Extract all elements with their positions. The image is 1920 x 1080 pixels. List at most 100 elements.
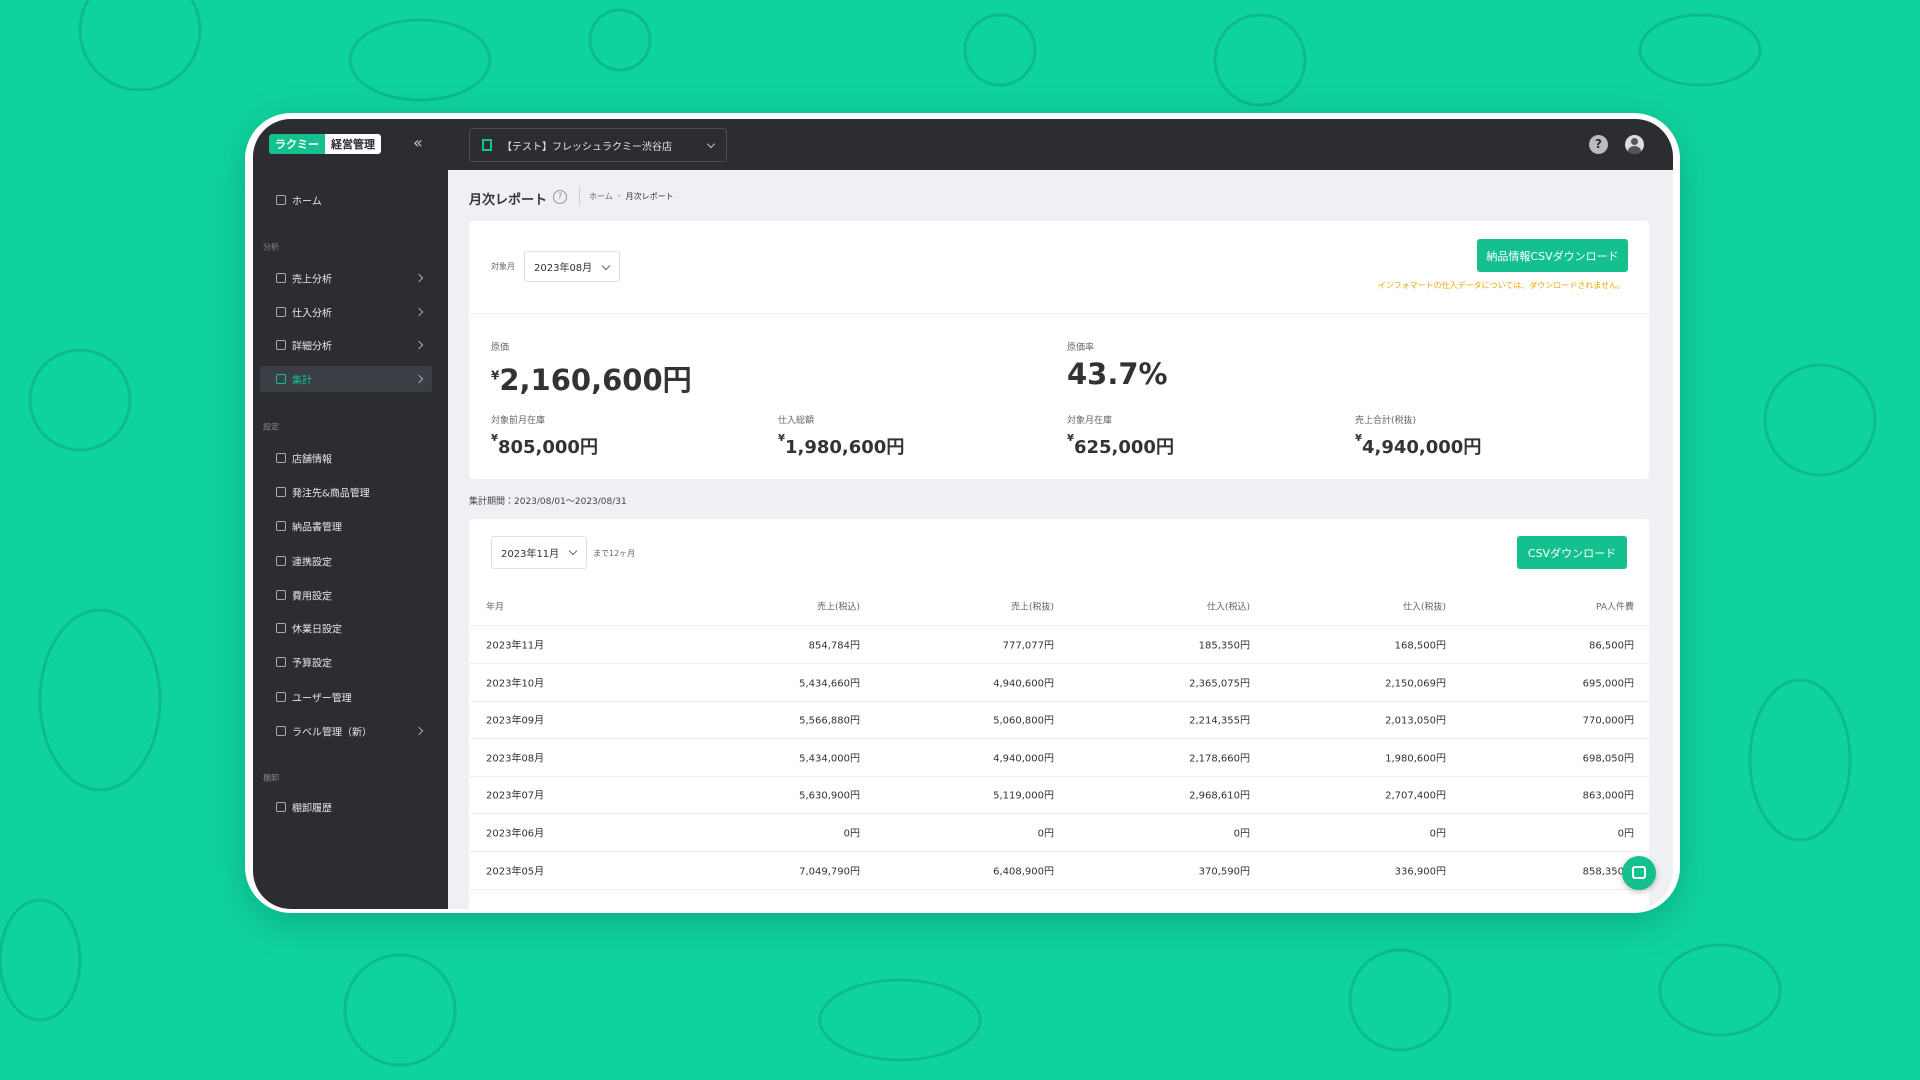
menu-item[interactable]: ラベル管理（新） — [292, 727, 372, 739]
menu-item[interactable]: ユーザー管理 — [292, 693, 352, 705]
user-icon[interactable] — [1625, 135, 1644, 154]
menu-item[interactable]: ホーム — [292, 196, 322, 208]
menu-item[interactable]: 費用設定 — [292, 591, 332, 603]
menu-item[interactable]: 詳細分析 — [292, 341, 332, 353]
help-icon[interactable]: ? — [1589, 135, 1608, 154]
month-select[interactable]: 2023年11月 — [491, 536, 587, 569]
table-cell: 2023年07月 — [486, 790, 545, 802]
currency: ¥ — [491, 433, 498, 444]
menu-icon — [276, 487, 286, 497]
menu-icon — [276, 195, 286, 205]
currency: ¥ — [1067, 433, 1074, 444]
menu-icon — [276, 556, 286, 566]
metric-amount: 4,940,000円 — [1361, 437, 1482, 458]
menu-icon — [276, 453, 286, 463]
cost: 2,160,600円 — [499, 363, 692, 397]
menu-icon — [276, 590, 286, 600]
metric-amount: 625,000円 — [1073, 437, 1174, 458]
chat-button[interactable] — [1622, 856, 1656, 890]
menu-item[interactable]: 連携設定 — [292, 557, 332, 569]
metric-value: ¥1,980,600円 — [778, 433, 904, 459]
table-cell: 698,050円 — [1582, 753, 1634, 765]
store-icon — [482, 139, 492, 151]
metric-label: 対象月在庫 — [1067, 416, 1113, 426]
breadcrumb-item: 月次レポート — [625, 192, 674, 201]
divider — [469, 701, 1649, 702]
csv-button[interactable]: CSVダウンロード — [1517, 536, 1627, 569]
table-cell: 2,365,075円 — [1189, 678, 1250, 690]
divider — [469, 663, 1649, 664]
table-cell: 5,434,660円 — [799, 678, 860, 690]
active-highlight — [260, 366, 432, 392]
column-header: 年月 — [486, 602, 505, 613]
table-cell: 2,707,400円 — [1385, 790, 1446, 802]
table-cell: 5,434,000円 — [799, 753, 860, 765]
table-cell: 0円 — [1617, 828, 1634, 840]
table-cell: 6,408,900円 — [993, 866, 1054, 878]
menu-item[interactable]: 発注先&商品管理 — [292, 488, 370, 500]
table-cell: 2023年06月 — [486, 828, 545, 840]
page-title: 月次レポート — [469, 193, 548, 208]
menu-icon — [276, 623, 286, 633]
table-card: 2023年11月 まで12ヶ月 CSVダウンロード 年月 売上(税込) 売上(税抜)… — [469, 519, 1649, 909]
currency: ¥ — [491, 368, 500, 383]
breadcrumb-item[interactable]: ホーム — [589, 192, 613, 201]
table-cell: 854,784円 — [808, 640, 860, 652]
menu-item[interactable]: 休業日設定 — [292, 624, 342, 636]
month-value: 2023年08月 — [534, 263, 593, 274]
currency: ¥ — [1355, 433, 1362, 444]
month-select[interactable]: 2023年08月 — [524, 251, 620, 282]
table-cell: 2023年05月 — [486, 866, 545, 878]
table-cell: 5,566,880円 — [799, 715, 860, 727]
menu-item[interactable]: 店舗情報 — [292, 454, 332, 466]
chevron — [414, 273, 424, 283]
table-cell: 168,500円 — [1394, 640, 1446, 652]
table-cell: 0円 — [1037, 828, 1054, 840]
menu-item[interactable]: 仕入分析 — [292, 308, 332, 320]
collapse-icon[interactable]: « — [413, 133, 423, 152]
table-cell: 2,968,610円 — [1189, 790, 1250, 802]
download-button[interactable]: 納品情報CSVダウンロード — [1477, 239, 1628, 272]
table-cell: 4,940,600円 — [993, 678, 1054, 690]
menu-icon — [276, 273, 286, 283]
chevron — [414, 307, 424, 317]
menu-icon — [276, 692, 286, 702]
menu-item[interactable]: 納品書管理 — [292, 522, 342, 534]
menu-item[interactable]: 集計 — [292, 375, 312, 387]
logo[interactable]: ラクミー 経営管理 — [269, 134, 381, 154]
table-cell: 336,900円 — [1394, 866, 1446, 878]
table-cell: 2,214,355円 — [1189, 715, 1250, 727]
sidebar-heading: 設定 — [263, 422, 279, 432]
column-header: 売上(税抜) — [1010, 602, 1054, 613]
menu-item[interactable]: 売上分析 — [292, 274, 332, 286]
sidebar: ホーム分析売上分析仕入分析詳細分析集計設定店舗情報発注先&商品管理 納品書管理連携… — [253, 170, 448, 909]
menu-icon — [276, 726, 286, 736]
breadcrumb: ホーム - 月次レポート — [589, 191, 674, 201]
chevron — [414, 340, 424, 350]
menu-icon — [276, 521, 286, 531]
table-cell: 4,940,000円 — [993, 753, 1054, 765]
menu-item[interactable]: 予算設定 — [292, 658, 332, 670]
table-cell: 2,178,660円 — [1189, 753, 1250, 765]
table-cell: 863,000円 — [1582, 790, 1634, 802]
store-select[interactable]: 【テスト】フレッシュラクミー渋谷店 — [469, 128, 727, 162]
chevron — [706, 139, 716, 149]
divider — [469, 889, 1649, 890]
sidebar-heading: 分析 — [263, 242, 279, 252]
metric-value: ¥4,940,000円 — [1355, 433, 1481, 459]
menu-item[interactable]: 棚卸履歴 — [292, 803, 332, 815]
metric-amount: 805,000円 — [497, 437, 598, 458]
table-cell: 0円 — [843, 828, 860, 840]
help-icon[interactable]: ? — [553, 190, 567, 204]
menu-icon — [276, 657, 286, 667]
column-header: 仕入(税抜) — [1402, 602, 1446, 613]
divider — [469, 625, 1649, 626]
cost-value: ¥2,160,600円 — [491, 357, 692, 399]
table-cell: 2023年08月 — [486, 753, 545, 765]
menu-icon — [276, 307, 286, 317]
divider — [469, 313, 1649, 314]
menu-icon — [276, 374, 286, 384]
metric-value: ¥625,000円 — [1067, 433, 1174, 459]
